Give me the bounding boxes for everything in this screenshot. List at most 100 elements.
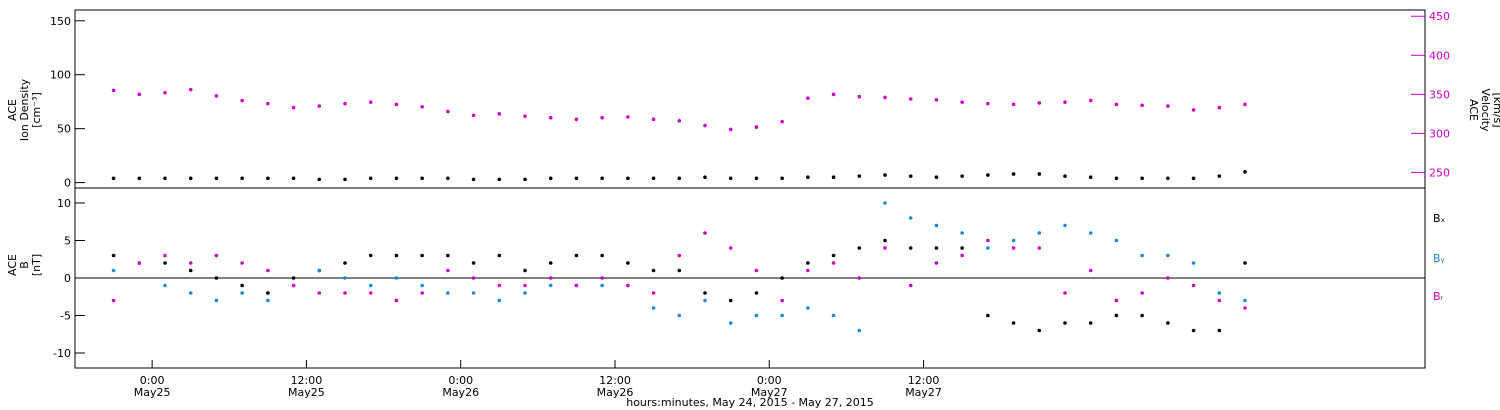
by-point-17	[548, 283, 553, 288]
velocity-point-30	[883, 95, 887, 100]
velocity-point-13	[446, 109, 450, 114]
bx-point-3	[188, 268, 193, 273]
bz-point-36	[1037, 246, 1042, 250]
density-point-33	[960, 174, 964, 178]
bz-point-18	[574, 283, 579, 288]
by-point-44	[1243, 298, 1247, 303]
by-point-31	[908, 216, 913, 220]
bx-point-33	[960, 246, 964, 250]
velocity-point-40	[1140, 103, 1144, 108]
top-y2tick-label-2: 350	[1429, 88, 1450, 101]
velocity-point-12	[420, 105, 424, 109]
velocity-point-20	[626, 115, 630, 119]
velocity-point-22	[677, 119, 682, 123]
density-point-21	[651, 176, 656, 181]
density-point-29	[857, 174, 862, 178]
bz-point-44	[1243, 306, 1247, 310]
density-point-14	[471, 177, 476, 182]
bx-point-25	[754, 291, 759, 295]
bx-point-29	[857, 246, 862, 250]
density-point-2	[163, 176, 167, 181]
top-y2tick-label-3: 400	[1429, 49, 1450, 62]
bz-point-6	[266, 268, 270, 273]
bottom-data-points	[111, 201, 1247, 333]
velocity-point-17	[548, 115, 553, 120]
density-point-12	[420, 176, 424, 181]
bz-point-7	[291, 283, 296, 288]
by-point-6	[266, 298, 270, 303]
density-point-26	[780, 176, 784, 181]
bz-point-31	[908, 283, 913, 288]
bx-point-15	[497, 253, 502, 258]
density-point-13	[446, 176, 450, 181]
by-point-14	[471, 291, 476, 295]
velocity-point-14	[471, 113, 476, 118]
bz-point-19	[600, 276, 604, 280]
density-point-8	[317, 177, 322, 182]
velocity-point-44	[1243, 102, 1247, 107]
bz-point-24	[728, 246, 733, 250]
by-point-27	[806, 306, 810, 310]
by-point-40	[1140, 253, 1144, 258]
bz-point-21	[651, 291, 656, 295]
bz-point-43	[1217, 298, 1222, 303]
legend-by: Bᵧ	[1433, 252, 1445, 265]
density-point-7	[291, 176, 296, 181]
by-point-32	[934, 223, 939, 228]
legend-bx: Bₓ	[1433, 212, 1446, 225]
velocity-point-31	[908, 97, 913, 101]
top-data-points	[111, 87, 1247, 182]
xtick-time-4: 0:00	[757, 374, 782, 387]
velocity-point-0	[111, 88, 116, 93]
bx-point-28	[831, 253, 836, 258]
top-ylabel-line-2: Ion Density	[18, 78, 31, 141]
bx-point-26	[780, 276, 784, 280]
bz-point-1	[137, 261, 142, 265]
bz-point-9	[343, 291, 347, 295]
bx-point-43	[1217, 328, 1222, 333]
bx-point-42	[1191, 328, 1196, 333]
bx-point-40	[1140, 313, 1144, 318]
bx-point-19	[600, 253, 604, 258]
bz-point-27	[806, 268, 810, 273]
bz-point-32	[934, 261, 939, 265]
bz-point-8	[317, 291, 322, 295]
velocity-point-38	[1088, 98, 1093, 103]
top-ylabel-line-1: ACE	[6, 99, 19, 121]
by-point-4	[214, 298, 219, 303]
density-point-34	[986, 173, 990, 177]
velocity-point-2	[163, 90, 167, 95]
xtick-time-1: 12:00	[291, 374, 323, 387]
top-y2label-line-3: [km/s]	[1491, 92, 1500, 127]
by-point-5	[240, 291, 244, 295]
bz-point-14	[471, 276, 476, 280]
density-point-44	[1243, 170, 1247, 174]
density-point-24	[728, 176, 733, 181]
density-point-4	[214, 176, 219, 181]
xtick-date-2: May26	[442, 386, 479, 399]
bx-point-17	[548, 261, 553, 265]
bz-point-10	[368, 291, 373, 295]
top-y2label-line-2: Velocity	[1479, 88, 1492, 132]
xtick-date-4: May27	[751, 386, 788, 399]
velocity-point-3	[188, 87, 193, 92]
xtick-date-1: May25	[288, 386, 325, 399]
density-point-25	[754, 176, 759, 181]
by-point-19	[600, 283, 604, 288]
bx-point-16	[523, 268, 527, 273]
density-point-41	[1166, 176, 1170, 181]
velocity-point-23	[703, 123, 707, 128]
velocity-point-11	[394, 102, 399, 107]
bz-point-2	[163, 253, 167, 258]
x-axis: 0:00May2512:00May250:00May2612:00May260:…	[134, 360, 942, 399]
velocity-point-34	[986, 101, 990, 106]
bx-point-14	[471, 261, 476, 265]
bz-point-11	[394, 298, 399, 303]
bx-point-2	[163, 261, 167, 265]
bx-point-37	[1063, 321, 1067, 325]
by-point-29	[857, 328, 862, 333]
xtick-date-5: May27	[905, 386, 942, 399]
velocity-point-9	[343, 101, 347, 106]
density-point-19	[600, 176, 604, 181]
velocity-point-43	[1217, 105, 1222, 110]
